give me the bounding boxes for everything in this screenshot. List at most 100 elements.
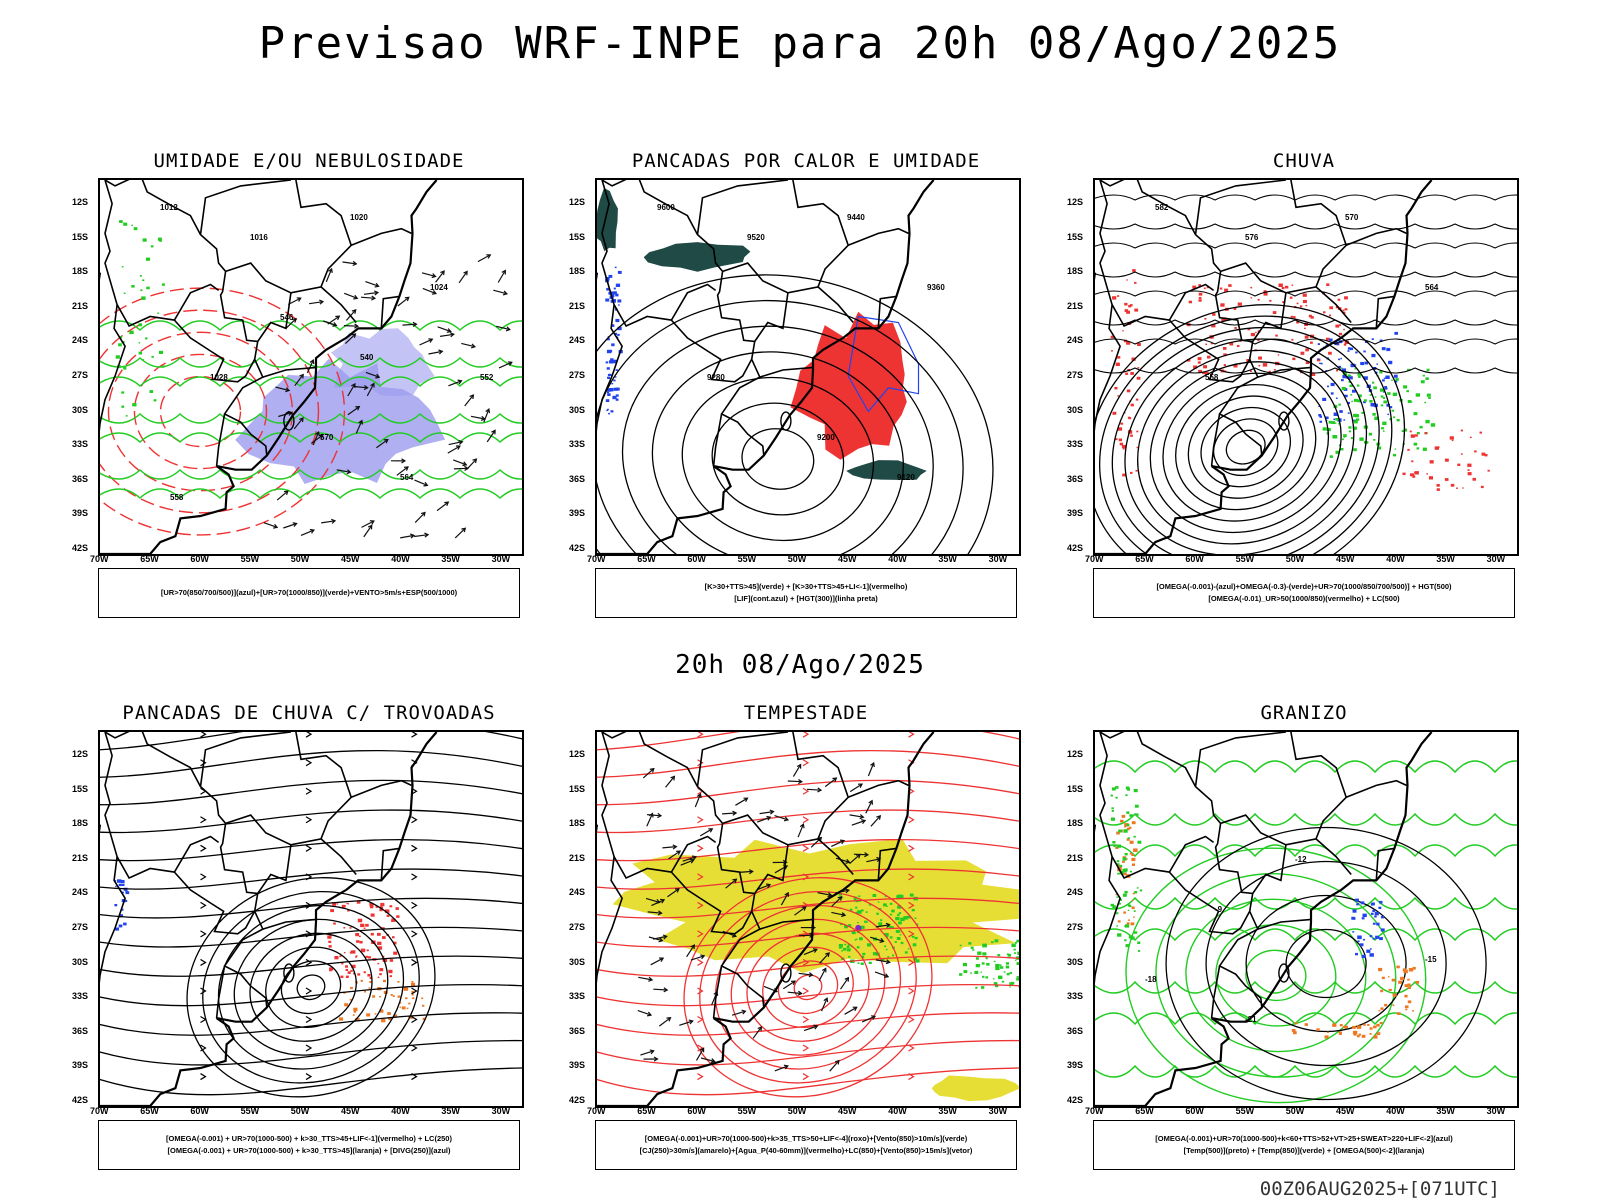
shaded-pixel xyxy=(1290,315,1294,318)
shaded-pixel xyxy=(606,409,608,412)
shaded-pixel xyxy=(353,1010,357,1013)
shaded-pixel xyxy=(1110,794,1113,797)
lon-tick-label: 70W xyxy=(587,554,606,564)
wind-vector-head xyxy=(371,295,377,301)
shaded-pixel xyxy=(1344,308,1348,311)
wind-vector xyxy=(662,846,677,849)
shaded-pixel xyxy=(372,995,376,998)
shaded-pixel xyxy=(399,1002,402,1004)
lat-tick-label: 21S xyxy=(1067,852,1084,863)
shaded-pixel xyxy=(618,304,620,306)
shaded-pixel xyxy=(1376,922,1380,926)
wind-vector xyxy=(414,479,428,486)
streamline-arrow xyxy=(908,844,915,852)
contour-label: -15 xyxy=(1425,955,1437,964)
legend-line: [LIF](cont.azul) + [HGT(300)](linha pret… xyxy=(734,594,878,603)
shaded-pixel xyxy=(1014,952,1016,954)
wind-vector-head xyxy=(662,934,668,940)
shaded-pixel xyxy=(125,415,128,417)
shaded-pixel xyxy=(1123,829,1128,833)
shaded-pixel xyxy=(1115,438,1118,441)
shaded-pixel xyxy=(1342,309,1345,312)
shaded-pixel xyxy=(138,351,143,355)
shaded-pixel xyxy=(615,318,620,323)
wind-vector-head xyxy=(358,419,363,425)
wind-vector-head xyxy=(834,1059,840,1065)
contour-line xyxy=(711,402,845,516)
shaded-pixel xyxy=(357,918,363,923)
shaded-pixel xyxy=(856,946,860,949)
shaded-pixel xyxy=(1281,287,1285,290)
shaded-pixel xyxy=(411,982,416,987)
wind-vector-head xyxy=(412,321,418,327)
wind-vector-head xyxy=(855,853,861,859)
lon-tick-label: 55W xyxy=(240,554,260,564)
shaded-pixel xyxy=(1460,429,1463,432)
shaded-pixel xyxy=(1352,917,1356,920)
contour-line xyxy=(296,974,326,1001)
streamline xyxy=(100,1039,522,1066)
wind-vector-head xyxy=(817,787,823,793)
wind-vector xyxy=(824,777,837,788)
streamline-arrow xyxy=(802,816,810,824)
shaded-pixel xyxy=(890,926,894,929)
shaded-pixel xyxy=(1124,852,1128,856)
border-line xyxy=(1194,732,1286,787)
shaded-pixel xyxy=(1388,988,1392,991)
shaded-pixel xyxy=(605,399,610,402)
shaded-pixel xyxy=(1319,415,1323,418)
border-line xyxy=(1220,732,1348,846)
shaded-pixel xyxy=(1334,422,1337,424)
shaded-pixel xyxy=(1372,413,1376,416)
wind-vector xyxy=(336,469,351,473)
shaded-pixel xyxy=(1425,377,1429,380)
lon-tick-label: 45W xyxy=(838,554,857,564)
wind-vector xyxy=(835,857,850,863)
shaded-pixel xyxy=(838,893,842,896)
wind-vector-head xyxy=(797,990,803,996)
shaded-pixel xyxy=(1124,309,1129,312)
shaded-pixel xyxy=(609,388,614,392)
streamline-arrow xyxy=(305,844,313,852)
shaded-pixel xyxy=(1403,385,1408,389)
shaded-pixel xyxy=(610,410,614,413)
wind-vector-head xyxy=(291,317,297,323)
shaded-pixel xyxy=(123,222,128,226)
wind-vector xyxy=(309,301,324,305)
shaded-pixel xyxy=(1126,341,1131,345)
shaded-pixel xyxy=(606,287,610,291)
wind-vector-head xyxy=(799,823,805,829)
wind-vector xyxy=(294,374,304,387)
shaded-pixel xyxy=(411,990,415,994)
shaded-pixel xyxy=(355,955,358,957)
wind-vector xyxy=(638,976,653,981)
shaded-pixel xyxy=(368,987,371,989)
contour-line xyxy=(265,946,357,1028)
lat-tick-label: 12S xyxy=(1067,197,1084,207)
shaded-pixel xyxy=(959,944,962,947)
shaded-pixel xyxy=(857,962,860,964)
contour-label: 570 xyxy=(1345,213,1359,222)
shaded-pixel xyxy=(1000,966,1004,969)
lat-tick-label: 12S xyxy=(72,749,89,759)
border-line xyxy=(1099,732,1215,880)
wind-vector xyxy=(436,501,449,512)
lon-tick-label: 70W xyxy=(90,1106,109,1116)
shaded-pixel xyxy=(898,921,902,925)
shaded-pixel xyxy=(129,330,134,335)
shaded-pixel xyxy=(1361,411,1365,414)
border-line xyxy=(601,732,717,880)
wind-vector xyxy=(642,768,655,779)
shaded-pixel xyxy=(157,312,160,314)
border-line xyxy=(104,732,268,1008)
shaded-pixel xyxy=(369,976,373,980)
shaded-pixel xyxy=(1436,484,1440,487)
shaded-pixel xyxy=(1014,959,1017,961)
shaded-pixel xyxy=(1320,362,1323,365)
panel-title: GRANIZO xyxy=(1260,702,1348,724)
shaded-pixel xyxy=(1374,911,1379,916)
shaded-pixel xyxy=(1331,421,1336,424)
shaded-pixel xyxy=(1416,447,1420,450)
streamline-arrow xyxy=(200,816,207,824)
shaded-pixel xyxy=(970,946,974,949)
